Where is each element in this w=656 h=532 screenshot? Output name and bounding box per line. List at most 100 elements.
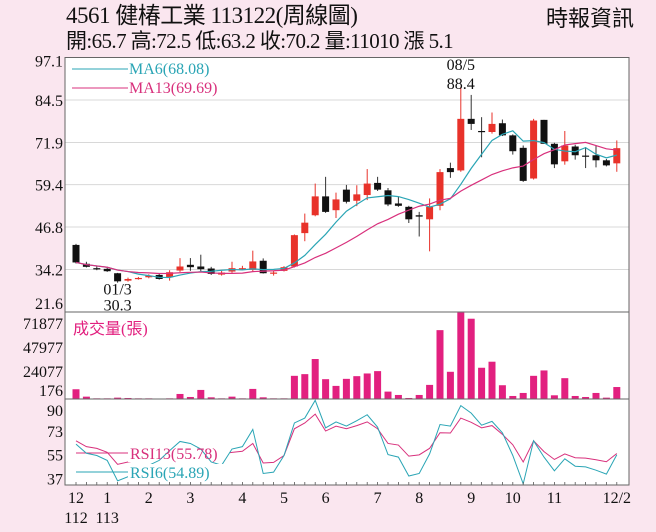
axis-labels: 97.1 84.5 71.9 59.4 46.8 34.2 21.6 MA6(68.08) MA… [23,54,631,528]
panel-borders [64,57,630,486]
volume-bar [436,330,444,399]
volume-bars [72,312,621,399]
candle-up [311,196,319,216]
chart-title: 4561 健椿工業 113122(周線圖) [66,3,358,28]
candle-down [384,190,392,205]
volume-bar [176,393,184,399]
volume-bar [363,373,371,399]
candle-up [436,172,444,206]
candle-up [124,278,132,281]
price-annotation: 01/3 [103,282,131,299]
candle-down [103,268,111,272]
candle-down [550,143,558,165]
candle-up [457,118,465,171]
candle-down [186,264,194,268]
price-tick-label: 46.8 [35,220,63,237]
price-annotation: 30.3 [104,298,132,315]
volume-bar [290,375,298,399]
candle-down [519,147,527,181]
rsi-tick-label: 73 [47,424,63,441]
plot-border [64,57,630,486]
candle-down [498,123,506,136]
volume-bar [498,385,506,399]
moving-averages [72,68,617,279]
volume-bar [446,371,454,399]
candle-down [322,196,330,212]
volume-bar [82,396,90,399]
candle-down [114,273,122,282]
volume-bar [332,385,340,399]
volume-title: 成交量(張) [73,320,148,338]
volume-bar [415,394,423,399]
volume-bar [602,397,610,399]
price-annotation: 08/5 [447,57,475,74]
ma-line-13 [75,141,617,275]
volume-bar [478,367,486,399]
candle-up [290,235,298,267]
price-tick-label: 34.2 [35,263,63,280]
x-tick-label: 9 [467,490,475,507]
candle-down [478,130,486,133]
candle-up [561,145,569,162]
volume-bar [228,396,236,399]
x-tick-label: 113 [95,510,118,527]
x-tick-label: 12/2 [603,490,631,507]
legend-ma6: MA6(68.08) [129,61,209,78]
candle-up [270,272,278,274]
x-tick-label: 11 [547,490,562,507]
candle-down [374,182,382,190]
rsi-line-1 [75,399,618,486]
x-tick-label: 2 [145,490,153,507]
rsi-tick-label: 55 [47,448,63,465]
candle-up [166,272,174,278]
volume-bar [374,371,382,399]
legend-bg [128,464,230,481]
source-label: 時報資訊 [545,6,634,31]
price-annotation: 88.4 [447,76,475,93]
volume-bar [550,395,558,399]
candle-down [72,244,80,263]
volume-bar [582,396,590,399]
candle-down [415,215,423,217]
candle-up [332,199,340,211]
volume-bar [394,394,402,399]
candle-down [582,155,590,157]
candle-down [405,206,413,220]
volume-bar [301,374,309,399]
candle-down [467,118,475,124]
legend-rsi-1: RSI6(54.89) [130,465,210,482]
volume-bar [561,378,569,399]
candle-down [571,146,579,156]
x-tick-label: 4 [238,490,246,507]
x-tick-label: 7 [374,490,382,507]
volume-bar [384,391,392,399]
candle-up [426,206,434,220]
candle-down [592,155,600,161]
volume-bar [592,392,600,399]
candle-up [301,222,309,234]
volume-bar [530,375,538,399]
price-tick-label: 97.1 [35,54,63,71]
volume-bar [322,379,330,399]
volume-bar [114,397,122,399]
x-tick-label: 112 [64,510,87,527]
rsi-tick-label: 90 [47,403,63,420]
candle-down [93,268,101,270]
candle-down [259,260,267,274]
legend-bg [128,445,230,462]
volume-bar [571,395,579,399]
volume-bar [467,318,475,399]
candle-up [353,194,361,201]
candle-up [530,120,538,179]
volume-tick-label: 47977 [23,340,63,357]
price-tick-label: 71.9 [35,135,63,152]
volume-bar [613,387,621,399]
legend-ma13: MA13(69.69) [129,80,217,97]
volume-tick-label: 176 [39,383,63,400]
volume-bar [353,376,361,399]
x-tick-label: 5 [280,490,288,507]
volume-bar [311,359,319,399]
candle-down [446,168,454,173]
volume-bar [540,370,548,399]
